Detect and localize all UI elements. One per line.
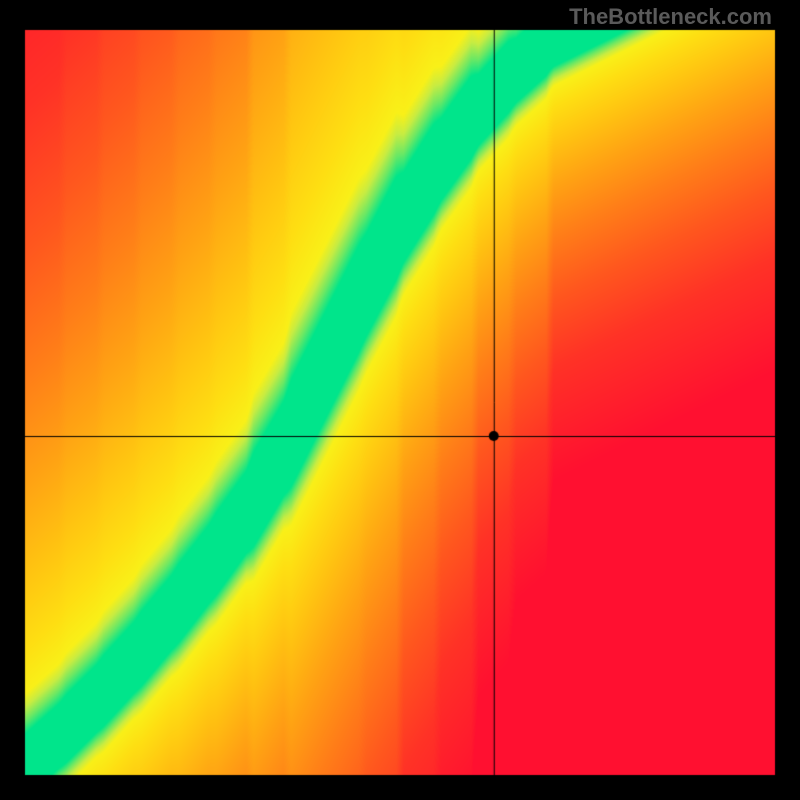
attribution-label: TheBottleneck.com	[569, 4, 772, 30]
bottleneck-heatmap	[0, 0, 800, 800]
chart-container: TheBottleneck.com	[0, 0, 800, 800]
